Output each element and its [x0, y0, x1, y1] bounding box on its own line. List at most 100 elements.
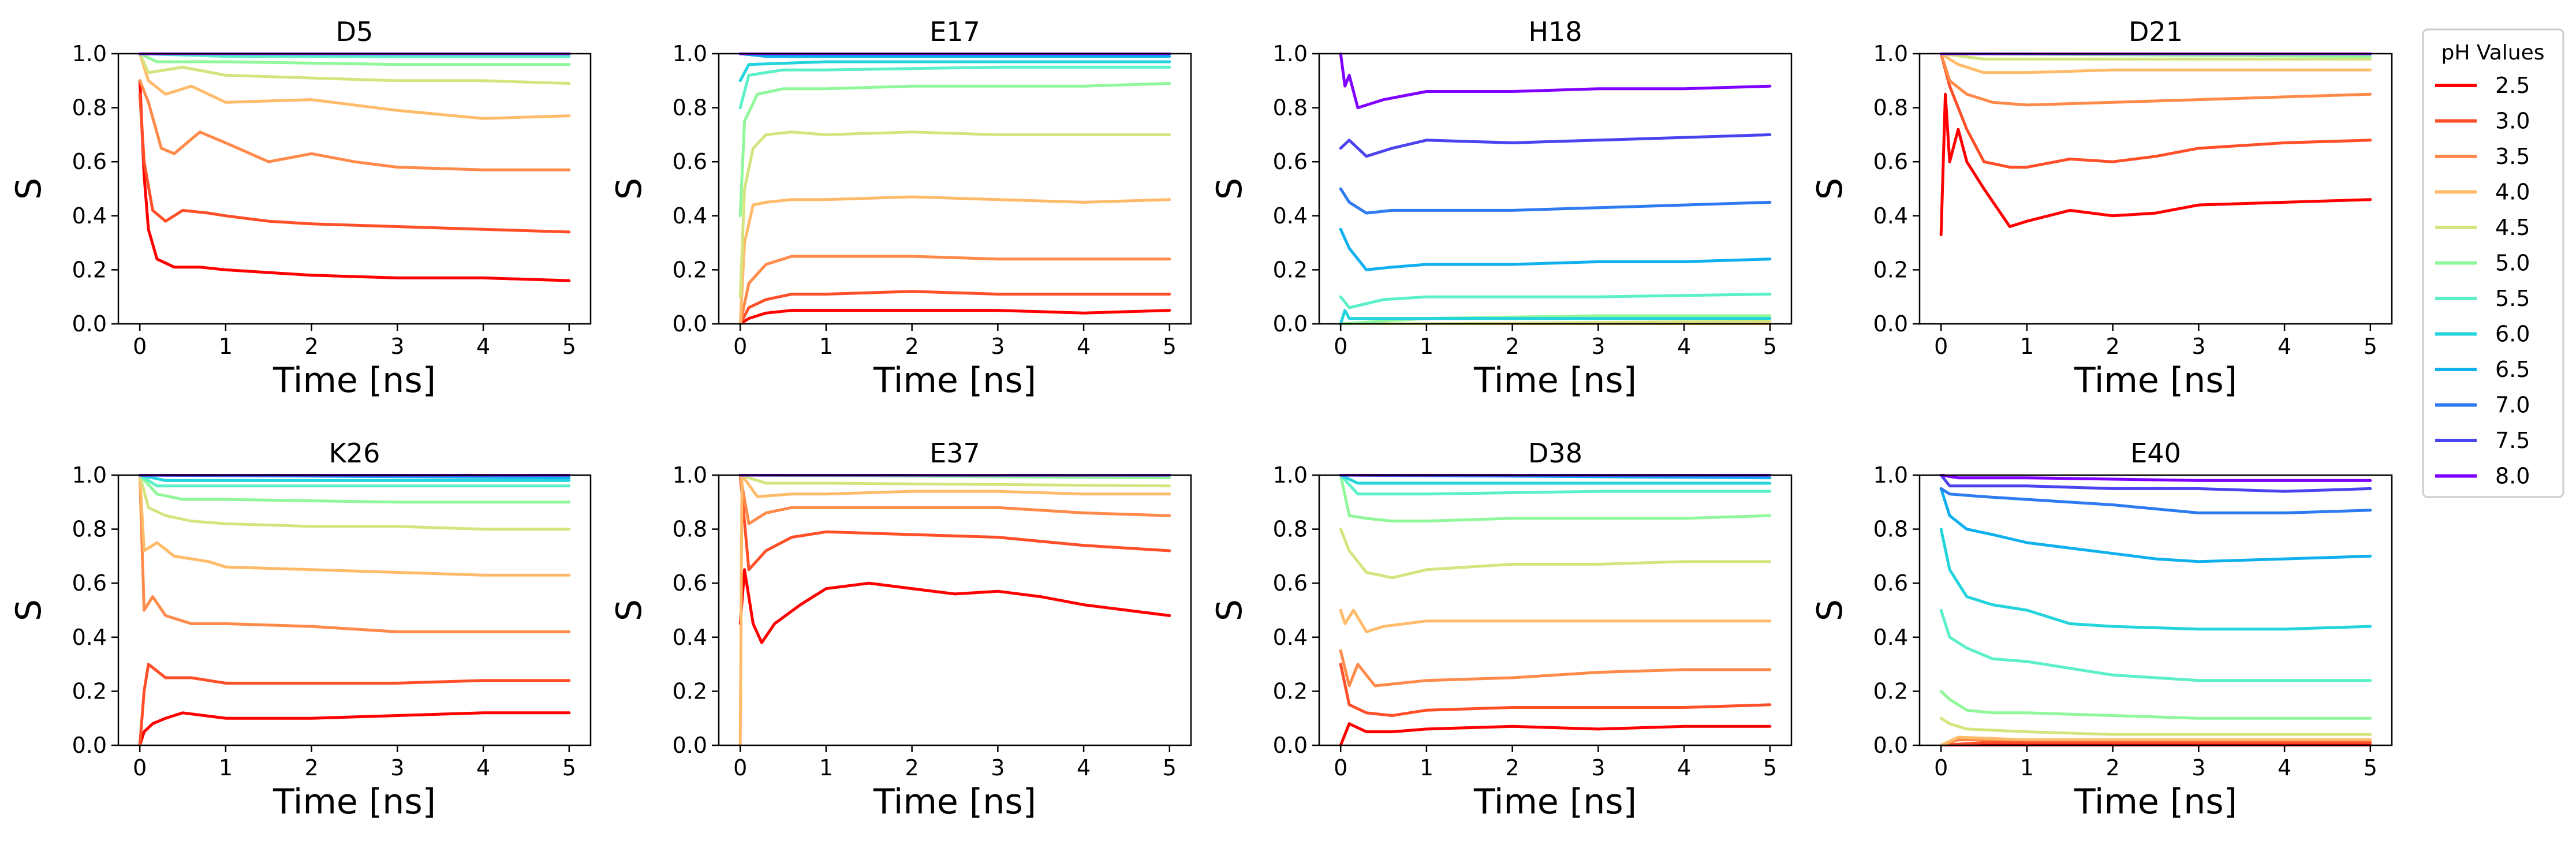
x-tick-label: 1 — [1420, 334, 1433, 359]
series-line-ph-2.5 — [738, 568, 1171, 644]
x-tick-label: 0 — [133, 334, 147, 359]
x-tick-label: 0 — [1934, 755, 1948, 780]
legend-item-ph-4.0: 4.0 — [2435, 180, 2530, 205]
plot-frame — [1318, 53, 1793, 325]
series-line-ph-3.5 — [138, 474, 571, 633]
subplot-title: D38 — [1528, 438, 1582, 469]
y-tick-label: 0.2 — [1873, 257, 1908, 282]
subplot-title: D21 — [2129, 16, 2183, 47]
series-line-ph-3.5 — [738, 474, 1171, 525]
series-line-ph-3.0 — [138, 92, 571, 234]
x-tick-label: 0 — [733, 334, 747, 359]
x-tick-label: 5 — [1163, 755, 1177, 780]
series-line-ph-4.0 — [1939, 53, 2372, 74]
series-line-ph-7.0 — [1339, 187, 1772, 215]
legend: pH Values 2.5 3.0 3.5 4.0 4.5 5.0 5.5 6.0 6.5 7.0… — [2422, 28, 2564, 498]
x-tick-label: 4 — [1077, 755, 1091, 780]
y-tick-label: 0.8 — [72, 95, 107, 121]
y-tick-label: 0.2 — [72, 678, 107, 704]
x-tick-label: 0 — [1334, 334, 1347, 359]
legend-label: 7.5 — [2495, 428, 2530, 453]
x-tick-label: 5 — [1763, 755, 1777, 780]
x-tick-label: 5 — [562, 755, 576, 780]
y-axis-label: S — [9, 178, 49, 200]
y-tick-label: 0.4 — [72, 625, 107, 650]
y-tick-label: 0.6 — [673, 570, 707, 596]
y-tick-label: 0.2 — [673, 257, 707, 282]
x-tick-label: 3 — [2192, 755, 2205, 780]
subplot-title: E40 — [2130, 438, 2181, 469]
y-tick-label: 0.8 — [1873, 95, 1908, 121]
x-tick-label: 1 — [2020, 334, 2034, 359]
y-tick-label: 0.2 — [1273, 257, 1308, 282]
x-axis-label: Time [ns] — [2074, 782, 2237, 822]
y-tick-label: 0.2 — [72, 257, 107, 282]
y-tick-label: 0.8 — [1873, 517, 1908, 542]
x-axis-label: Time [ns] — [272, 360, 436, 401]
subplot-e37: 0 1 2 3 4 5 0.0 0.2 0.4 0.6 0.8 1.0 E37 Time [ns] S — [609, 438, 1192, 822]
legend-item-ph-5.5: 5.5 — [2435, 286, 2530, 311]
x-tick-label: 5 — [562, 334, 576, 359]
legend-label: 4.0 — [2495, 180, 2530, 205]
x-tick-label: 3 — [390, 334, 404, 359]
series-line-ph-4.5 — [738, 474, 1171, 488]
legend-item-ph-3.5: 3.5 — [2435, 144, 2530, 169]
subplot-title: H18 — [1528, 16, 1582, 47]
legend-item-ph-3.0: 3.0 — [2435, 109, 2530, 134]
series-line-ph-2.5 — [738, 309, 1171, 325]
x-tick-label: 4 — [476, 755, 490, 780]
legend-item-ph-6.0: 6.0 — [2435, 322, 2530, 347]
series-line-ph-5.0 — [738, 82, 1171, 218]
x-tick-label: 1 — [1420, 755, 1433, 780]
x-tick-label: 2 — [905, 334, 919, 359]
subplot-e17: 0 1 2 3 4 5 0.0 0.2 0.4 0.6 0.8 1.0 E17 Time [ns] S — [609, 16, 1192, 401]
y-tick-label: 0.4 — [1873, 203, 1908, 229]
y-tick-label: 0.4 — [673, 625, 707, 650]
x-tick-label: 2 — [2106, 334, 2120, 359]
series-line-ph-3.5 — [738, 255, 1171, 325]
x-tick-label: 5 — [2364, 334, 2377, 359]
x-tick-label: 4 — [2278, 334, 2291, 359]
y-tick-label: 1.0 — [673, 462, 707, 488]
legend-label: 3.0 — [2495, 109, 2530, 134]
series-line-ph-7.0 — [1939, 487, 2372, 514]
legend-label: 7.0 — [2495, 393, 2530, 418]
series-line-ph-4.0 — [738, 474, 1171, 746]
plot-frame — [718, 53, 1192, 325]
series-line-ph-2.5 — [1339, 722, 1772, 746]
series-line-ph-4.0 — [1339, 608, 1772, 633]
y-axis-label: S — [1209, 599, 1250, 621]
plot-frame — [117, 53, 592, 325]
legend-label: 8.0 — [2495, 464, 2530, 489]
x-tick-label: 5 — [1763, 334, 1777, 359]
series-line-ph-4.0 — [138, 53, 571, 120]
y-tick-label: 0.6 — [72, 570, 107, 596]
series-line-ph-4.0 — [138, 474, 571, 577]
x-tick-label: 1 — [819, 755, 833, 780]
y-tick-label: 0.0 — [72, 733, 107, 758]
y-tick-label: 0.0 — [673, 311, 707, 337]
x-tick-label: 2 — [1506, 755, 1520, 780]
x-tick-label: 0 — [133, 755, 147, 780]
y-tick-label: 1.0 — [1273, 41, 1308, 66]
plot-frame — [117, 474, 592, 746]
legend-label: 5.0 — [2495, 251, 2530, 276]
x-tick-label: 4 — [476, 334, 490, 359]
legend-label: 6.0 — [2495, 322, 2530, 347]
y-tick-label: 0.6 — [1873, 149, 1908, 174]
legend-label: 3.5 — [2495, 144, 2530, 169]
y-axis-label: S — [9, 599, 49, 621]
series-line-ph-4.5 — [1939, 716, 2372, 736]
legend-label: 4.5 — [2495, 215, 2530, 240]
y-tick-label: 0.4 — [1273, 203, 1308, 229]
y-tick-label: 1.0 — [673, 41, 707, 66]
x-tick-label: 3 — [2192, 334, 2205, 359]
y-tick-label: 0.8 — [673, 95, 707, 121]
series-line-ph-3.0 — [1939, 741, 2372, 746]
x-axis-label: Time [ns] — [1473, 782, 1637, 822]
y-tick-label: 1.0 — [1873, 462, 1908, 488]
series-line-ph-3.0 — [738, 290, 1171, 325]
legend-item-ph-7.5: 7.5 — [2435, 428, 2530, 453]
series-line-ph-5.5 — [1939, 608, 2372, 682]
